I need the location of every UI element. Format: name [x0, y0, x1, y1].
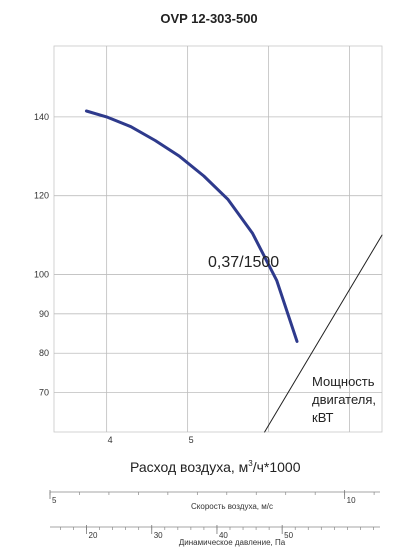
curve-label: 0,37/1500: [208, 254, 279, 271]
power-label-line-2: двигателя,: [312, 392, 376, 407]
x-tick-label: 4: [108, 435, 113, 445]
chart-title: OVP 12-303-500: [160, 11, 257, 26]
secondary-axis-tick-label: 30: [154, 531, 163, 540]
secondary-axis-tick-label: 20: [89, 531, 98, 540]
x-axis-label-main: Расход воздуха, м: [130, 459, 248, 475]
secondary-axis-tick-label: 10: [347, 496, 356, 505]
y-tick-label: 140: [34, 112, 49, 122]
y-tick-label: 80: [39, 348, 49, 358]
y-axis-ticks: 140 120 100 90 80 70: [34, 112, 49, 398]
y-tick-label: 90: [39, 309, 49, 319]
dynamic-pressure-label: Динамическое давление, Па: [179, 538, 286, 547]
x-tick-label: 5: [189, 435, 194, 445]
y-tick-label: 70: [39, 388, 49, 398]
power-label-line-3: кВТ: [312, 410, 333, 425]
y-tick-label: 120: [34, 191, 49, 201]
x-axis-label: Расход воздуха, м3/ч*1000: [130, 459, 301, 475]
x-axis-label-tail: /ч*1000: [253, 459, 301, 475]
y-tick-label: 100: [34, 269, 49, 279]
secondary-axis-tick-label: 50: [284, 531, 293, 540]
secondary-axis-tick-label: 5: [52, 496, 57, 505]
air-velocity-label: Скорость воздуха, м/с: [191, 502, 273, 511]
power-label-line-1: Мощность: [312, 374, 375, 389]
fan-curve-line: [86, 111, 297, 341]
